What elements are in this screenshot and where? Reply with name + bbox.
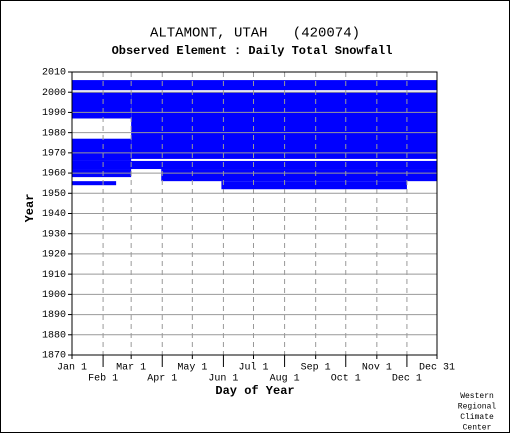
credit: Climate — [460, 413, 494, 422]
y-tick-label: 1920 — [42, 250, 66, 261]
x-tick-label: May 1 — [177, 363, 207, 374]
x-tick-label: Aug 1 — [270, 374, 300, 385]
data-block — [161, 169, 437, 182]
data-block — [72, 80, 437, 91]
data-block — [72, 138, 132, 161]
x-tick-label: Sep 1 — [301, 363, 331, 374]
credit: Western — [460, 392, 494, 401]
data-block — [72, 92, 132, 119]
y-tick-label: 2000 — [42, 88, 66, 99]
y-axis-label: Year — [23, 194, 37, 223]
y-tick-label: 1970 — [42, 148, 66, 159]
y-tick-label: 1900 — [42, 290, 66, 301]
data-block — [72, 160, 437, 170]
x-tick-label: Jun 1 — [208, 374, 238, 385]
x-tick-label: Jul 1 — [238, 362, 268, 374]
y-tick-label: 1930 — [42, 229, 66, 240]
y-tick-label: 1910 — [42, 270, 66, 281]
credit: Regional — [458, 403, 497, 412]
data-block — [131, 92, 437, 159]
plot-border — [71, 71, 438, 356]
x-tick-label: Nov 1 — [362, 363, 392, 374]
y-tick-label: 1940 — [42, 209, 66, 220]
chart-subtitle: Observed Element : Daily Total Snowfall — [112, 44, 393, 58]
y-tick-label: 1890 — [42, 310, 66, 321]
y-tick-label: 1950 — [42, 189, 66, 200]
x-tick-label: Jan 1 — [57, 363, 87, 374]
x-tick-label: Apr 1 — [147, 374, 177, 385]
y-tick-label: 1960 — [42, 169, 66, 180]
x-axis-label: Day of Year — [215, 384, 294, 398]
credit: Center — [463, 424, 492, 433]
data-block — [221, 181, 407, 190]
x-tick-label: Dec 31 — [419, 363, 455, 374]
data-block — [72, 181, 117, 186]
y-tick-label: 1870 — [42, 351, 66, 362]
y-tick-label: 2010 — [42, 68, 66, 79]
y-tick-label: 1990 — [42, 108, 66, 119]
x-tick-label: Oct 1 — [331, 374, 361, 385]
x-tick-label: Mar 1 — [116, 363, 146, 374]
y-tick-label: 1980 — [42, 128, 66, 139]
y-tick-label: 1880 — [42, 330, 66, 341]
x-tick-label: Feb 1 — [88, 373, 118, 385]
x-tick-label: Dec 1 — [392, 374, 422, 385]
chart-title: ALTAMONT, UTAH (420074) — [150, 26, 360, 42]
